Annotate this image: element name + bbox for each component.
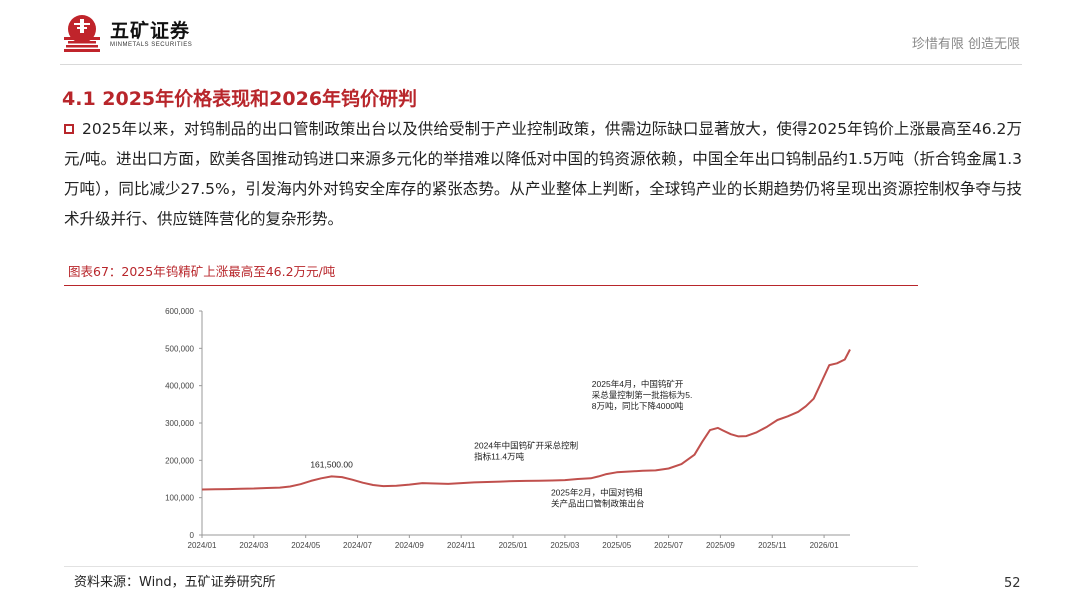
y-tick-label: 100,000 (165, 494, 194, 503)
x-tick-label: 2025/09 (706, 541, 735, 550)
y-tick-label: 400,000 (165, 382, 194, 391)
x-tick-label: 2024/01 (188, 541, 217, 550)
annotation-peak_2024: 161,500.00 (310, 459, 353, 469)
annotation-quota_2025: 2025年4月，中国钨矿开采总量控制第一批指标为5. 8万吨，同比下降4000吨 (592, 379, 693, 411)
x-tick-label: 2024/09 (395, 541, 424, 550)
x-tick-label: 2025/03 (550, 541, 579, 550)
tungsten-price-chart: 0 100,000 200,000 300,000 400,000 500,000 600,… (165, 307, 851, 550)
price-series-line (201, 349, 851, 491)
body-text: 2025年以来，对钨制品的出口管制政策出台以及供给受制于产业控制政策，供需边际缺… (64, 120, 1022, 228)
footer-rule (64, 566, 918, 567)
figure-title: 图表67：2025年钨精矿上涨最高至46.2万元/吨 (68, 264, 336, 279)
x-tick-label: 2025/11 (758, 541, 787, 550)
x-tick-label: 2024/03 (239, 541, 268, 550)
y-tick-label: 300,000 (165, 419, 194, 428)
x-tick-label: 2025/05 (602, 541, 631, 550)
brand-name: 五矿证券 (110, 20, 191, 42)
header-divider (60, 64, 1022, 65)
chart-annotations: 161,500.00 2024年中国钨矿开采总控制指标11.4万吨 2025年2月，… (310, 379, 693, 509)
chart-series (201, 349, 851, 491)
x-tick-label: 2025/01 (499, 541, 528, 550)
x-tick-label: 2024/11 (447, 541, 476, 550)
y-tick-label: 0 (190, 531, 195, 540)
page-header: 五矿证券 MINMETALS SECURITIES 珍惜有限 创造无限 (0, 0, 1080, 64)
page-number: 52 (1004, 576, 1021, 591)
body-paragraph: 2025年以来，对钨制品的出口管制政策出台以及供给受制于产业控制政策，供需边际缺… (64, 114, 1022, 234)
section-title: 4.1 2025年价格表现和2026年钨价研判 (62, 88, 418, 110)
annotation-export_control: 2025年2月，中国对钨相关产品出口管制政策出台 (551, 488, 645, 509)
square-bullet-icon (64, 124, 74, 134)
source-note: 资料来源：Wind，五矿证券研究所 (74, 575, 276, 590)
y-tick-label: 500,000 (165, 344, 194, 353)
x-tick-label: 2026/01 (810, 541, 839, 550)
y-tick-label: 600,000 (165, 307, 194, 316)
slogan: 珍惜有限 创造无限 (911, 37, 1020, 52)
x-tick-label: 2024/07 (343, 541, 372, 550)
figure-title-rule (64, 285, 918, 286)
brand-name-en: MINMETALS SECURITIES (110, 42, 193, 48)
x-tick-label: 2025/07 (654, 541, 683, 550)
y-tick-label: 200,000 (165, 456, 194, 465)
x-tick-label: 2024/05 (291, 541, 320, 550)
minmetals-logo-icon (64, 15, 100, 52)
chart-axes: 0 100,000 200,000 300,000 400,000 500,000 600,… (165, 307, 850, 550)
annotation-quota_2024: 2024年中国钨矿开采总控制指标11.4万吨 (474, 440, 578, 461)
